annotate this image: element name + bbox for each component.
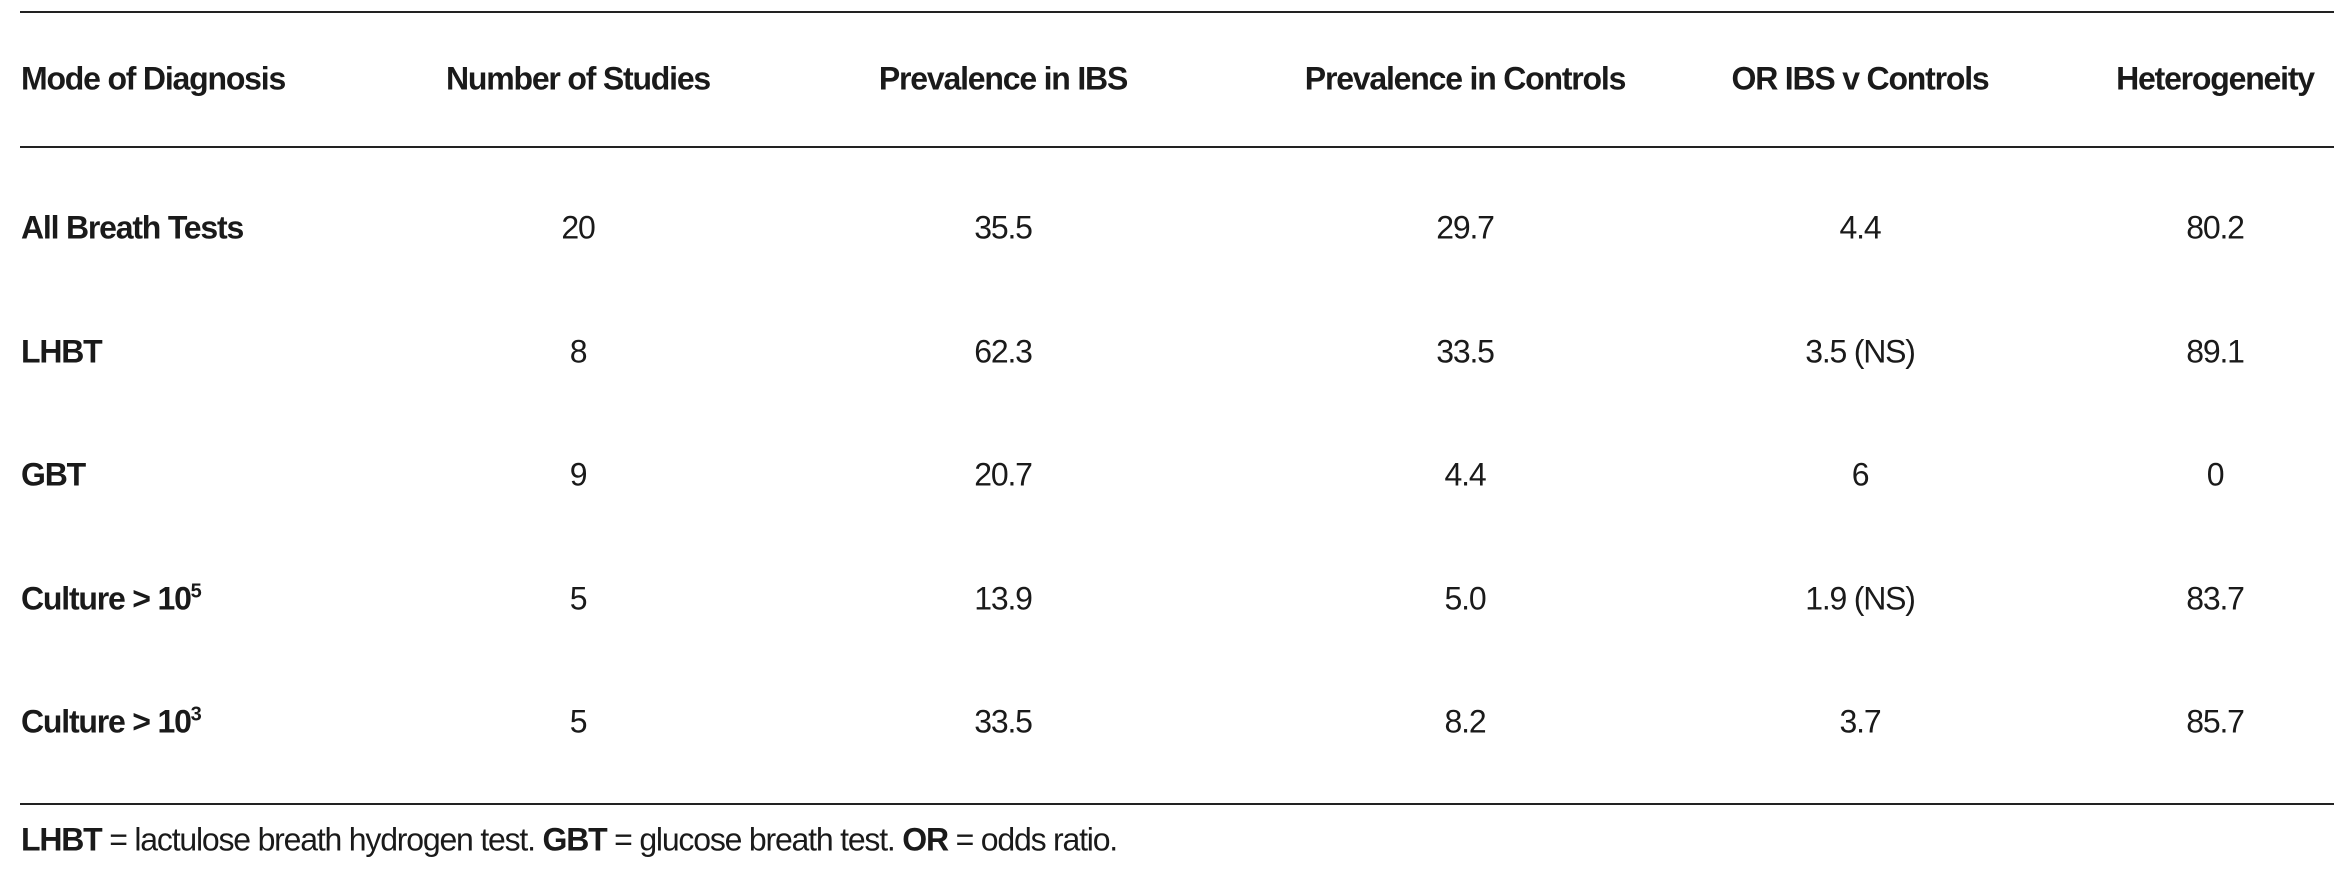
footnote-term: OR: [902, 821, 949, 858]
row-label-text: All Breath Tests: [21, 209, 244, 246]
row-label-text: GBT: [21, 456, 86, 493]
table-cell: 33.5: [1436, 333, 1495, 370]
table-cell: 0: [2206, 456, 2225, 493]
row-label: Culture > 105: [21, 580, 202, 618]
bottom-rule: [20, 803, 2334, 805]
footnote-term: GBT: [542, 821, 608, 858]
row-label-text: Culture > 10: [21, 580, 192, 617]
table-cell: 3.7: [1839, 703, 1882, 740]
footnote-text: = lactulose breath hydrogen test.: [101, 821, 543, 858]
table-cell: 89.1: [2186, 333, 2245, 370]
footnote-text: = odds ratio.: [947, 821, 1119, 858]
header-rule: [20, 146, 2334, 148]
superscript: 5: [190, 580, 202, 603]
table-cell: 4.4: [1839, 209, 1882, 246]
row-label: Culture > 103: [21, 703, 202, 741]
header-cell: OR IBS v Controls: [1731, 60, 1990, 97]
header-cell: Mode of Diagnosis: [21, 60, 286, 97]
table-cell: 5: [569, 580, 588, 617]
footnote-text: = glucose breath test.: [606, 821, 903, 858]
table-cell: 33.5: [974, 703, 1033, 740]
header-cell: Prevalence in Controls: [1304, 60, 1627, 97]
row-label: GBT: [21, 456, 86, 494]
table-cell: 80.2: [2186, 209, 2245, 246]
table-cell: 1.9 (NS): [1805, 580, 1916, 617]
top-rule: [20, 11, 2334, 13]
table-cell: 4.4: [1444, 456, 1487, 493]
header-cell: Number of Studies: [445, 60, 711, 97]
table-cell: 20: [561, 209, 595, 246]
table-cell: 13.9: [974, 580, 1033, 617]
table-cell: 6: [1851, 456, 1870, 493]
table-cell: 29.7: [1436, 209, 1495, 246]
table-cell: 62.3: [974, 333, 1033, 370]
table-cell: 9: [569, 456, 588, 493]
table-cell: 35.5: [974, 209, 1033, 246]
row-label-text: Culture > 10: [21, 703, 192, 740]
footnote-term: LHBT: [21, 821, 103, 858]
table-cell: 5: [569, 703, 588, 740]
table-cell: 20.7: [974, 456, 1033, 493]
table-cell: 8: [569, 333, 588, 370]
superscript: 3: [190, 703, 202, 726]
table-cell: 8.2: [1444, 703, 1487, 740]
header-cell: Prevalence in IBS: [878, 60, 1128, 97]
header-cell: Heterogeneity: [2116, 60, 2315, 97]
table-cell: 3.5 (NS): [1805, 333, 1916, 370]
table-cell: 5.0: [1444, 580, 1487, 617]
row-label-text: LHBT: [21, 333, 103, 370]
row-label: All Breath Tests: [21, 209, 244, 247]
row-label: LHBT: [21, 333, 103, 371]
table-cell: 85.7: [2186, 703, 2245, 740]
footnote: LHBT = lactulose breath hydrogen test. G…: [21, 821, 1119, 859]
table-cell: 83.7: [2186, 580, 2245, 617]
